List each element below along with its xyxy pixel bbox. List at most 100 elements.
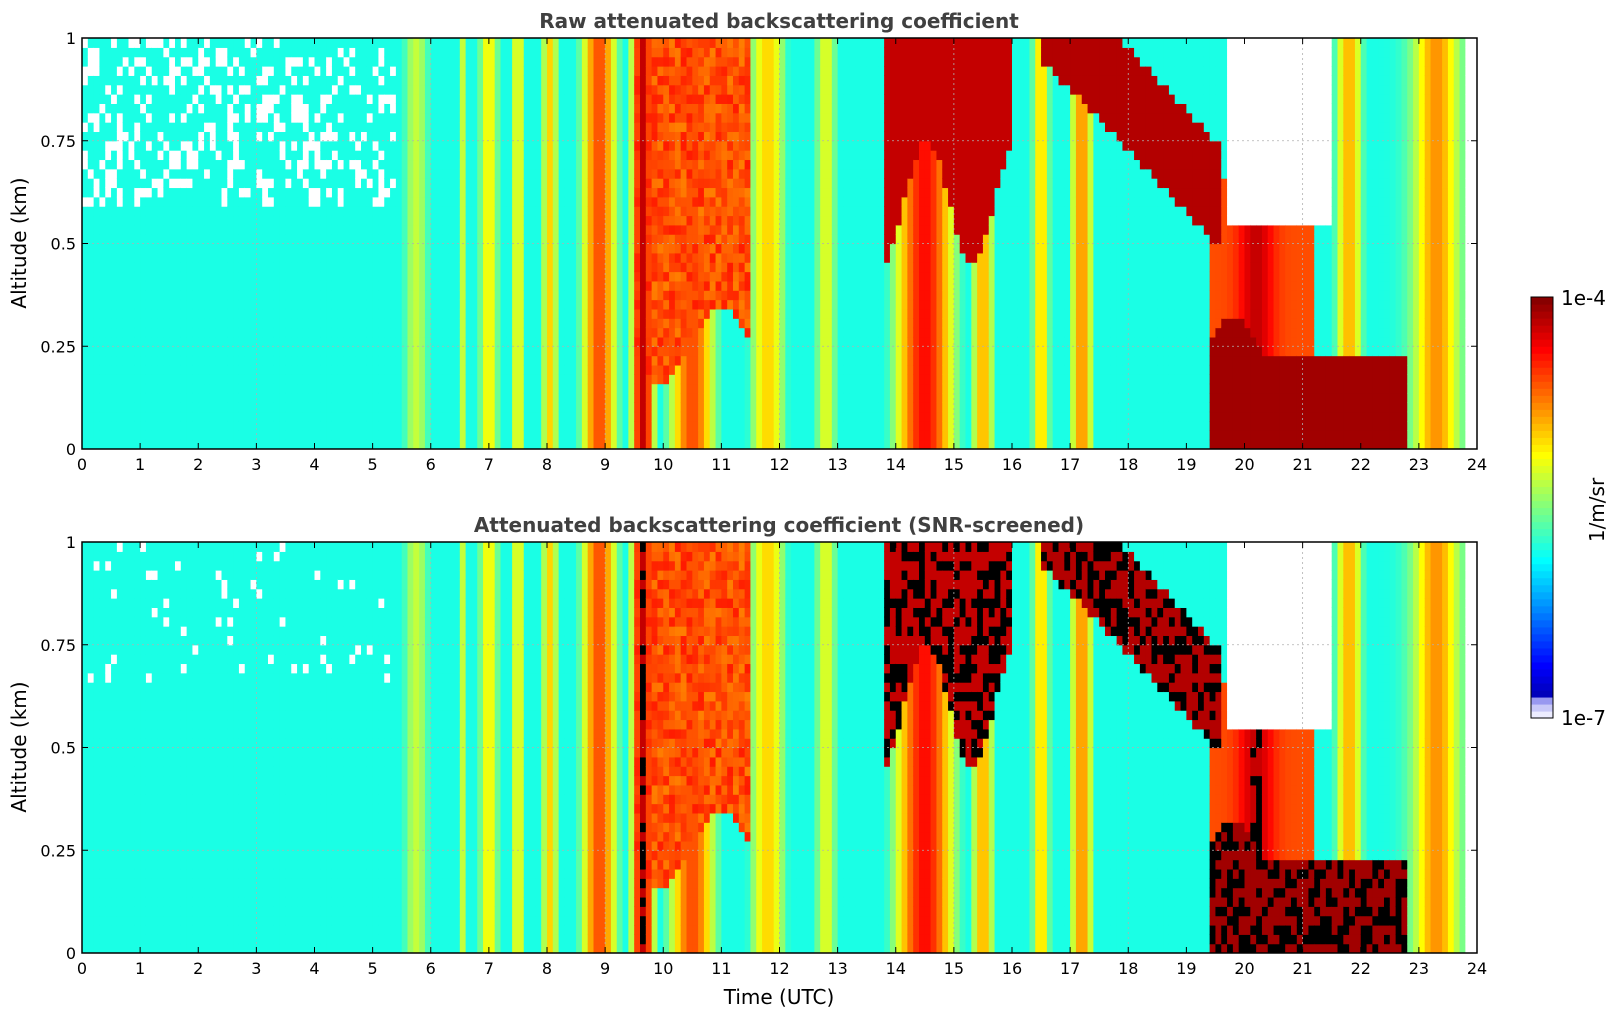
heatmap-cell bbox=[175, 309, 181, 319]
heatmap-cell bbox=[169, 225, 175, 235]
heatmap-cell bbox=[378, 356, 384, 366]
heatmap-cell bbox=[146, 75, 152, 85]
heatmap-cell bbox=[297, 328, 303, 338]
heatmap-cell bbox=[588, 187, 594, 197]
heatmap-cell bbox=[384, 225, 390, 235]
heatmap-cell bbox=[396, 346, 402, 356]
heatmap-cell bbox=[710, 262, 716, 272]
heatmap-cell bbox=[535, 365, 541, 375]
heatmap-cell bbox=[634, 122, 640, 132]
heatmap-cell bbox=[344, 103, 350, 113]
heatmap-cell bbox=[681, 141, 687, 151]
heatmap-cell bbox=[384, 365, 390, 375]
heatmap-cell bbox=[280, 393, 286, 403]
heatmap-cell bbox=[88, 272, 94, 282]
heatmap-cell bbox=[535, 300, 541, 310]
heatmap-cell bbox=[663, 75, 669, 85]
heatmap-cell bbox=[99, 94, 105, 104]
heatmap-cell bbox=[390, 356, 396, 366]
heatmap-cell bbox=[349, 103, 355, 113]
heatmap-cell bbox=[408, 169, 414, 179]
heatmap-cell bbox=[471, 85, 477, 95]
heatmap-cell bbox=[512, 113, 518, 123]
heatmap-cell bbox=[570, 318, 576, 328]
heatmap-cell bbox=[123, 57, 129, 67]
heatmap-cell bbox=[233, 244, 239, 254]
heatmap-cell bbox=[460, 57, 466, 67]
heatmap-cell bbox=[675, 374, 681, 384]
heatmap-cell bbox=[303, 337, 309, 347]
heatmap-cell bbox=[140, 430, 146, 440]
heatmap-cell bbox=[518, 113, 524, 123]
heatmap-cell bbox=[99, 365, 105, 375]
heatmap-cell bbox=[146, 187, 152, 197]
heatmap-cell bbox=[163, 85, 169, 95]
heatmap-cell bbox=[547, 412, 553, 422]
heatmap-cell bbox=[222, 215, 228, 225]
heatmap-cell bbox=[315, 66, 321, 76]
heatmap-cell bbox=[105, 159, 111, 169]
heatmap-cell bbox=[384, 309, 390, 319]
heatmap-cell bbox=[727, 356, 733, 366]
heatmap-cell bbox=[704, 430, 710, 440]
heatmap-cell bbox=[146, 178, 152, 188]
heatmap-cell bbox=[181, 346, 187, 356]
heatmap-cell bbox=[384, 215, 390, 225]
heatmap-cell bbox=[82, 94, 88, 104]
heatmap-cell bbox=[367, 141, 373, 151]
heatmap-cell bbox=[687, 356, 693, 366]
heatmap-cell bbox=[431, 66, 437, 76]
heatmap-cell bbox=[663, 187, 669, 197]
heatmap-cell bbox=[99, 75, 105, 85]
heatmap-cell bbox=[739, 337, 745, 347]
heatmap-cell bbox=[646, 150, 652, 160]
heatmap-cell bbox=[675, 412, 681, 422]
heatmap-cell bbox=[274, 412, 280, 422]
heatmap-cell bbox=[710, 234, 716, 244]
heatmap-cell bbox=[506, 150, 512, 160]
heatmap-cell bbox=[716, 234, 722, 244]
heatmap-cell bbox=[94, 281, 100, 291]
heatmap-cell bbox=[721, 262, 727, 272]
heatmap-cell bbox=[227, 206, 233, 216]
heatmap-cell bbox=[402, 94, 408, 104]
heatmap-cell bbox=[524, 206, 530, 216]
heatmap-cell bbox=[134, 290, 140, 300]
heatmap-cell bbox=[442, 384, 448, 394]
heatmap-cell bbox=[99, 440, 105, 450]
heatmap-cell bbox=[94, 374, 100, 384]
heatmap-cell bbox=[105, 169, 111, 179]
heatmap-cell bbox=[285, 215, 291, 225]
heatmap-cell bbox=[158, 75, 164, 85]
heatmap-cell bbox=[594, 356, 600, 366]
heatmap-cell bbox=[198, 356, 204, 366]
heatmap-cell bbox=[326, 122, 332, 132]
heatmap-cell bbox=[216, 402, 222, 412]
heatmap-cell bbox=[227, 440, 233, 450]
heatmap-cell bbox=[442, 253, 448, 263]
heatmap-cell bbox=[396, 272, 402, 282]
heatmap-cell bbox=[210, 393, 216, 403]
heatmap-cell bbox=[402, 38, 408, 48]
heatmap-cell bbox=[378, 75, 384, 85]
heatmap-cell bbox=[309, 346, 315, 356]
heatmap-cell bbox=[297, 197, 303, 207]
heatmap-cell bbox=[320, 356, 326, 366]
heatmap-cell bbox=[669, 356, 675, 366]
heatmap-cell bbox=[163, 356, 169, 366]
heatmap-cell bbox=[198, 159, 204, 169]
heatmap-cell bbox=[384, 169, 390, 179]
heatmap-cell bbox=[471, 178, 477, 188]
heatmap-cell bbox=[181, 94, 187, 104]
heatmap-cell bbox=[524, 66, 530, 76]
heatmap-cell bbox=[344, 430, 350, 440]
heatmap-cell bbox=[675, 244, 681, 254]
heatmap-cell bbox=[657, 169, 663, 179]
heatmap-cell bbox=[611, 356, 617, 366]
heatmap-cell bbox=[326, 281, 332, 291]
heatmap-cell bbox=[495, 66, 501, 76]
heatmap-cell bbox=[198, 290, 204, 300]
heatmap-cell bbox=[431, 384, 437, 394]
heatmap-cell bbox=[280, 318, 286, 328]
heatmap-cell bbox=[652, 215, 658, 225]
